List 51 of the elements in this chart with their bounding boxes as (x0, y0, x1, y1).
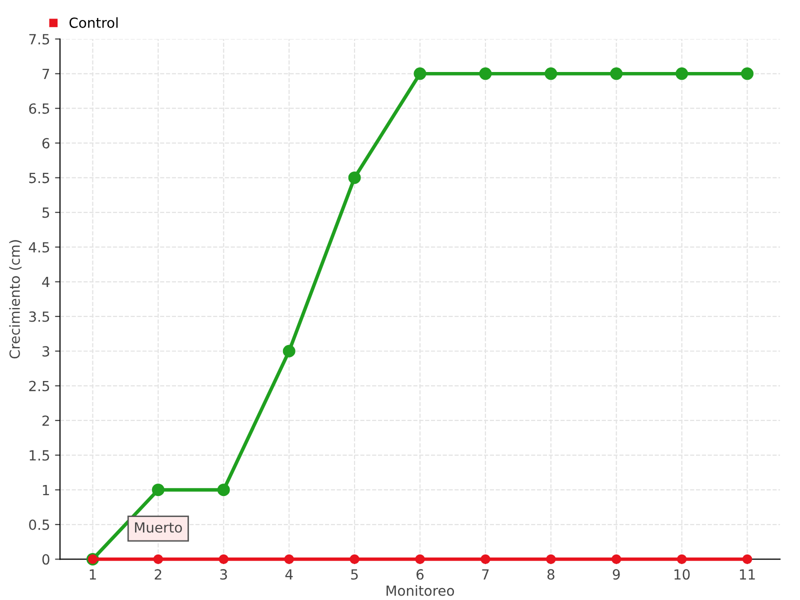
y-tick-label: 1 (42, 484, 49, 496)
point (480, 554, 490, 564)
point (350, 554, 360, 564)
y-tick-label: 2.5 (29, 380, 50, 392)
point (546, 554, 556, 564)
annotation: Muerto (135, 522, 182, 533)
y-tick-label: 7.5 (29, 34, 50, 44)
y-axis-title: Crecimiento (cm) (9, 240, 22, 358)
x-tick-label: 9 (612, 569, 620, 580)
point (612, 554, 622, 564)
y-tick-label: 3.5 (29, 311, 50, 322)
x-tick-label: 1 (90, 569, 96, 580)
y-tick-label: 1.5 (30, 450, 50, 461)
x-tick-label: 10 (674, 569, 690, 580)
x-tick-label: 8 (547, 569, 554, 580)
x-axis-title: Monitoreo (386, 585, 454, 596)
x-tick-label: 3 (220, 569, 227, 580)
x-tick-label: 6 (416, 569, 424, 580)
y-tick-label: 4 (42, 276, 50, 288)
x-tick-label: 2 (154, 569, 162, 580)
y-tick-label: 0 (42, 554, 50, 565)
y-tick-label: 6 (42, 138, 50, 149)
point (284, 554, 294, 564)
x-tick-label: 11 (740, 569, 755, 580)
point (414, 67, 426, 80)
legend-label: Control (69, 17, 118, 28)
point (676, 67, 688, 80)
y-tick-label: 4.5 (28, 242, 50, 253)
x-tick-label: 5 (351, 569, 358, 580)
point (610, 67, 623, 80)
point (217, 484, 230, 496)
y-tick-label: 5 (42, 208, 50, 218)
point (348, 171, 361, 184)
y-tick-label: 6.5 (29, 103, 50, 114)
point (742, 554, 752, 564)
point (741, 67, 754, 80)
y-tick-label: 2 (42, 415, 49, 426)
point (218, 554, 228, 564)
y-tick-label: 0.5 (29, 519, 50, 530)
y-tick-label: 7 (42, 68, 50, 79)
point (282, 344, 296, 358)
point (544, 67, 558, 80)
point (479, 67, 492, 80)
point (676, 554, 687, 564)
point (415, 554, 425, 564)
point (152, 484, 164, 496)
y-tick-label: 3 (42, 346, 50, 357)
x-tick-label: 7 (482, 569, 489, 580)
y-tick-label: 5.5 (29, 172, 50, 184)
x-tick-label: 4 (285, 569, 293, 580)
point (153, 554, 164, 564)
